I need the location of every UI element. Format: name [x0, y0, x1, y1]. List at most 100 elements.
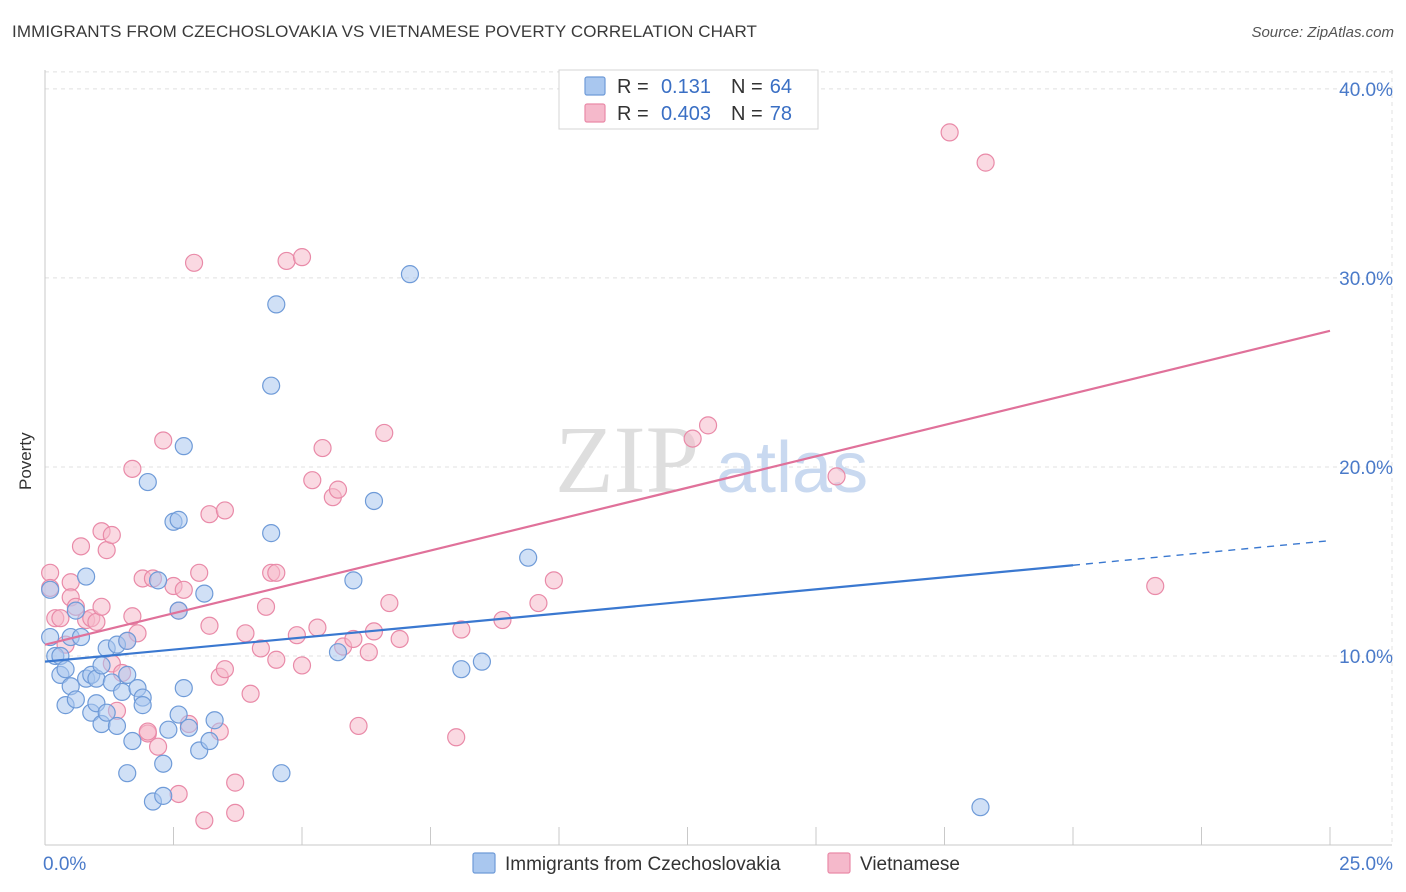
data-point [77, 567, 96, 586]
data-point [519, 548, 538, 567]
data-point [251, 639, 270, 658]
data-point [92, 656, 111, 675]
legend-r-label: R = [617, 76, 649, 98]
data-point [118, 764, 137, 783]
data-point [174, 679, 193, 698]
data-point [236, 624, 255, 643]
data-point [195, 811, 214, 830]
data-point [154, 786, 173, 805]
legend-box: R = 0.131 N = 64 R = 0.403 N = 78 [558, 69, 819, 130]
data-point [262, 524, 281, 543]
data-point [344, 629, 363, 649]
data-point [123, 731, 142, 751]
data-point [267, 563, 286, 582]
data-point [133, 696, 152, 715]
data-point [92, 597, 111, 616]
data-point [287, 626, 306, 645]
trend-line-extension-blue [1072, 539, 1331, 566]
data-point [272, 764, 291, 783]
data-point [215, 660, 234, 679]
data-point [971, 798, 990, 817]
data-point [241, 684, 260, 703]
series-czechoslovakia-points [41, 265, 990, 817]
data-point [262, 376, 281, 395]
data-point [267, 295, 286, 314]
data-point [328, 480, 348, 499]
data-point [138, 722, 157, 741]
data-point [61, 573, 80, 592]
watermark-zip: ZIP [555, 406, 699, 513]
data-point [169, 510, 188, 529]
bottom-legend-label-pink: Vietnamese [860, 854, 960, 875]
grid-lines [45, 70, 1393, 845]
data-point [97, 703, 116, 722]
bottom-legend-swatch-pink [827, 852, 851, 874]
data-point [154, 754, 173, 773]
data-point [123, 607, 142, 626]
data-point [976, 153, 995, 172]
data-point [313, 438, 332, 458]
watermark-atlas: atlas [716, 428, 868, 508]
data-point [400, 265, 420, 284]
legend-n-value: 64 [770, 76, 792, 98]
trend-line-blue [44, 564, 1074, 663]
legend-r-value: 0.131 [661, 76, 711, 98]
data-point [226, 803, 245, 822]
data-point [56, 660, 75, 679]
data-point [66, 601, 85, 620]
data-point [472, 652, 491, 671]
data-point [148, 737, 168, 756]
data-point [827, 467, 846, 486]
bottom-legend-swatch-blue [472, 852, 496, 874]
data-point [179, 718, 199, 737]
axes [44, 70, 1392, 846]
x-tick-label-max: 25.0% [1339, 854, 1393, 875]
data-point [71, 537, 91, 556]
data-point [364, 491, 384, 511]
data-point [1146, 576, 1165, 596]
data-point [215, 501, 234, 520]
data-point [359, 643, 378, 662]
data-point [174, 437, 193, 456]
data-point [308, 618, 327, 637]
data-point [107, 716, 127, 736]
data-point [544, 571, 563, 590]
data-point [169, 784, 188, 804]
data-point [452, 660, 471, 679]
data-point [447, 728, 466, 747]
y-tick-label: 30.0% [1339, 269, 1393, 290]
data-point [159, 720, 178, 739]
bottom-legend-label-blue: Immigrants from Czechoslovakia [505, 854, 781, 875]
trend-line-pink [44, 329, 1331, 646]
legend-swatch-pink [584, 103, 606, 123]
y-tick-label: 40.0% [1339, 80, 1393, 101]
data-point [452, 620, 471, 639]
data-point [344, 571, 363, 590]
data-point [118, 665, 137, 684]
data-point [184, 253, 204, 272]
data-point [390, 629, 409, 649]
data-point [940, 123, 959, 142]
data-point [200, 731, 219, 751]
legend-n-value: 78 [770, 103, 792, 125]
data-point [256, 597, 276, 616]
data-point [277, 251, 296, 271]
data-point [123, 459, 142, 478]
legend-r-value: 0.403 [661, 103, 711, 125]
legend-n-label: N = [731, 76, 763, 98]
data-point [41, 563, 60, 582]
data-point [375, 423, 394, 443]
data-point [112, 682, 132, 701]
data-point [328, 643, 348, 662]
legend-swatch-blue [584, 76, 606, 96]
data-point [169, 705, 188, 724]
source-credit: Source: ZipAtlas.com [1251, 24, 1394, 41]
data-point [303, 471, 322, 490]
data-point [118, 631, 137, 650]
tick-labels: 10.0% 20.0% 30.0% 40.0% 0.0% 25.0% [43, 80, 1393, 875]
data-point [102, 525, 121, 545]
data-point [51, 609, 70, 628]
data-point [349, 716, 368, 736]
data-point [205, 711, 224, 730]
